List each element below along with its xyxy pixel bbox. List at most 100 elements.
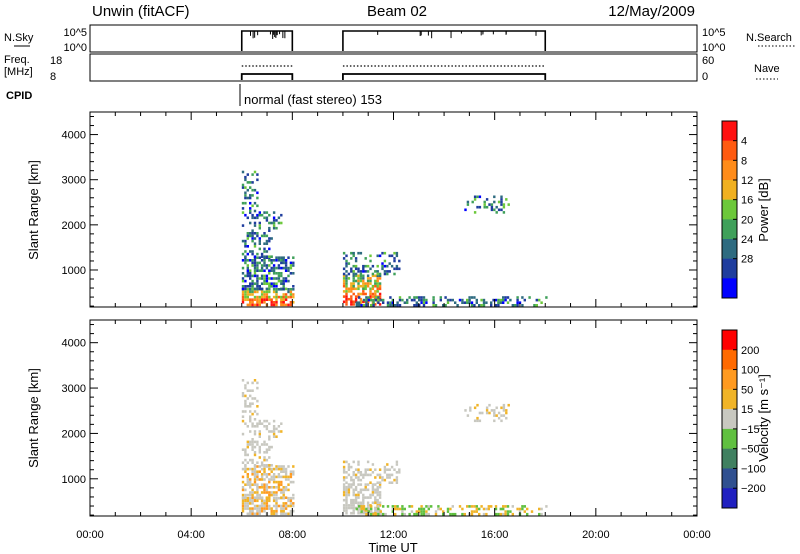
power-cell [270,277,273,280]
velocity-cell [249,480,252,484]
velocity-cell [360,510,363,513]
velocity-cell [263,470,266,473]
power-cell [275,288,278,291]
velocity-cell [263,507,266,510]
power-cell [249,288,252,291]
power-cell [432,301,435,304]
power-cell [511,304,514,307]
power-cell [347,290,351,293]
velocity-cell [241,467,245,471]
power-cell [345,282,348,285]
velocity-cell [275,491,278,494]
velocity-cell [352,471,355,474]
velocity-cell [251,473,254,476]
velocity-cell [244,453,247,457]
velocity-cell [420,512,423,516]
velocity-cell [369,496,372,499]
power-cell [249,186,252,189]
velocity-cell [289,504,293,508]
power-cell [258,211,261,214]
power-cell [253,170,257,174]
velocity-cell [403,512,406,516]
velocity-cell [282,470,285,473]
velocity-cell [469,406,472,410]
power-cell [268,237,271,240]
power-cell [383,270,387,273]
velocity-cell [260,483,264,486]
velocity-cell [350,478,353,482]
power-cell [258,285,261,288]
power-cell [345,277,348,280]
velocity-cell [526,512,529,516]
power-colorbar-cell [722,278,737,299]
velocity-cell [374,501,377,505]
velocity-cell [246,405,249,408]
power-cell [350,251,353,255]
power-cell [249,201,252,205]
velocity-cell [284,512,288,516]
power-cell [256,213,259,217]
velocity-cell [345,498,348,502]
x-axis-label: Time UT [368,540,417,554]
power-cell [490,301,493,304]
velocity-cell [376,491,379,494]
velocity-cell [366,473,370,477]
velocity-cell [485,406,489,410]
velocity-cell [500,419,503,423]
power-cell [370,298,373,302]
power-cell [256,285,259,288]
velocity-cell [364,473,367,477]
power-cell [420,298,423,302]
velocity-cell [425,512,428,516]
power-cell [280,256,283,259]
power-cell [345,270,348,273]
power-cell [494,298,498,302]
velocity-cell [359,471,363,474]
power-cell [270,298,273,301]
velocity-cell [500,414,503,417]
cpid-label: CPID [6,90,32,102]
power-cell [359,274,363,278]
power-cell [249,303,252,307]
velocity-cell [352,488,355,492]
velocity-cell [249,486,252,489]
power-cell [253,221,257,225]
power-cell [256,234,259,238]
velocity-cell [246,425,249,428]
power-cell [287,274,290,278]
power-cell [355,304,358,307]
power-cell [383,272,387,276]
power-cell [275,282,278,285]
power-cell [277,221,281,225]
velocity-cell [287,475,290,479]
velocity-cell [473,510,476,513]
power-colorbar-cell [722,239,737,259]
power-cell [378,292,382,296]
velocity-cell [505,409,508,412]
velocity-cell [258,422,261,425]
velocity-cell [282,491,285,494]
velocity-cell [502,403,506,407]
power-cell [244,298,247,301]
power-cell [415,301,418,304]
velocity-cell [427,512,430,516]
velocity-cell [265,486,269,489]
power-cell [272,285,276,288]
velocity-colorbar-cell [722,488,737,509]
velocity-cell [251,438,254,441]
velocity-cell [394,507,397,511]
velocity-cell [258,435,261,438]
power-cell [406,301,409,304]
velocity-cell [366,483,370,486]
velocity-cell [251,512,254,516]
velocity-cell [362,501,365,505]
power-cell [480,298,483,302]
power-cell [253,216,257,220]
power-cell [509,298,512,302]
power-cell [350,287,353,291]
power-cell [249,209,252,213]
power-cell [354,257,358,260]
power-cell [521,296,524,299]
power-cell [500,200,503,204]
velocity-cell [282,488,285,492]
